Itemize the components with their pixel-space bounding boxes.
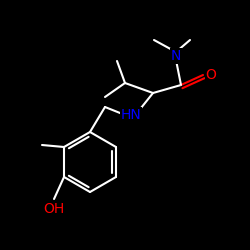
Text: N: N — [171, 49, 181, 63]
Text: O: O — [206, 68, 216, 82]
Text: OH: OH — [44, 202, 65, 216]
Text: HN: HN — [120, 108, 142, 122]
